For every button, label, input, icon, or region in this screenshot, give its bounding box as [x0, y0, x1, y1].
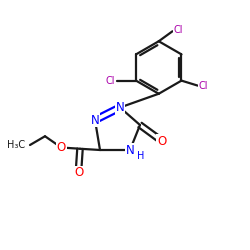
Text: O: O: [74, 166, 84, 179]
Text: N: N: [90, 114, 100, 126]
Text: N: N: [116, 101, 124, 114]
Text: H₃C: H₃C: [8, 140, 26, 150]
Text: O: O: [157, 135, 166, 148]
Text: Cl: Cl: [199, 80, 208, 90]
Text: N: N: [126, 144, 134, 156]
Text: H: H: [137, 151, 144, 161]
Text: Cl: Cl: [174, 25, 183, 35]
Text: O: O: [56, 141, 66, 154]
Text: Cl: Cl: [105, 76, 115, 86]
